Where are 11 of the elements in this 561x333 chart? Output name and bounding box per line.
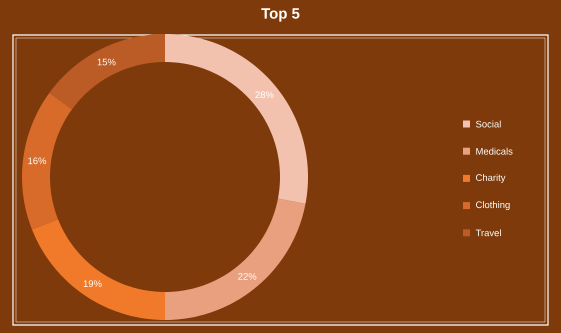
data-label: 15% bbox=[98, 58, 116, 66]
data-label: 28% bbox=[255, 91, 274, 98]
legend-label: Charity bbox=[476, 174, 506, 183]
legend-label: Social bbox=[476, 120, 501, 128]
legend-label: Medicals bbox=[476, 148, 513, 155]
legend-label: Travel bbox=[476, 229, 501, 236]
data-label: 16% bbox=[28, 157, 46, 164]
chart-title: Top 5 bbox=[261, 8, 300, 22]
legend-label: Clothing bbox=[476, 201, 510, 210]
data-label: 22% bbox=[238, 273, 256, 280]
data-label: 19% bbox=[84, 280, 102, 288]
